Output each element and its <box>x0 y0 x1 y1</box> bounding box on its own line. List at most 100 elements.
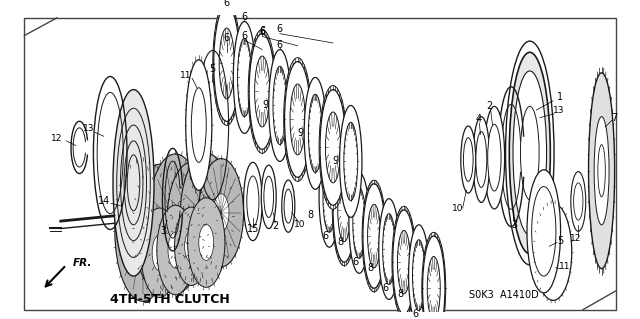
Ellipse shape <box>320 90 346 205</box>
Text: 3: 3 <box>160 226 166 236</box>
Ellipse shape <box>237 38 252 117</box>
Ellipse shape <box>393 210 415 314</box>
Ellipse shape <box>520 107 539 200</box>
Ellipse shape <box>247 176 259 227</box>
Ellipse shape <box>249 34 275 149</box>
Text: 6: 6 <box>224 33 230 43</box>
Text: 14: 14 <box>97 197 110 206</box>
Text: 9: 9 <box>333 156 339 167</box>
Ellipse shape <box>461 126 476 193</box>
Ellipse shape <box>319 146 340 247</box>
Text: 3: 3 <box>511 220 517 230</box>
Ellipse shape <box>363 184 385 288</box>
Text: 6: 6 <box>412 309 418 319</box>
Ellipse shape <box>150 205 169 250</box>
Text: 1: 1 <box>557 92 563 102</box>
Ellipse shape <box>269 49 291 161</box>
Ellipse shape <box>113 90 154 276</box>
Ellipse shape <box>484 107 504 209</box>
Text: S0K3  A1410D: S0K3 A1410D <box>469 290 539 300</box>
Text: 11: 11 <box>559 262 570 271</box>
Ellipse shape <box>282 180 295 232</box>
Text: 4: 4 <box>476 115 481 124</box>
Text: 9: 9 <box>298 129 303 138</box>
Ellipse shape <box>213 194 229 232</box>
Ellipse shape <box>261 165 276 228</box>
Ellipse shape <box>212 2 241 125</box>
Text: 10: 10 <box>294 220 305 229</box>
Ellipse shape <box>152 235 167 271</box>
Ellipse shape <box>273 66 287 145</box>
Ellipse shape <box>219 28 234 99</box>
Ellipse shape <box>532 187 556 276</box>
Ellipse shape <box>598 145 605 197</box>
Text: 6: 6 <box>259 27 265 37</box>
Ellipse shape <box>367 204 381 268</box>
Text: 6: 6 <box>277 24 283 34</box>
Ellipse shape <box>589 73 614 269</box>
Ellipse shape <box>422 236 445 319</box>
Text: 8: 8 <box>308 211 314 220</box>
Ellipse shape <box>285 62 310 177</box>
Ellipse shape <box>594 117 609 225</box>
Ellipse shape <box>290 84 305 155</box>
Ellipse shape <box>167 162 216 278</box>
Text: 6: 6 <box>353 257 358 267</box>
Ellipse shape <box>180 153 232 280</box>
Text: 8: 8 <box>367 263 373 273</box>
Ellipse shape <box>214 6 240 121</box>
Ellipse shape <box>199 225 214 260</box>
Ellipse shape <box>147 154 204 294</box>
Text: 9: 9 <box>262 100 268 110</box>
Ellipse shape <box>383 214 396 285</box>
Ellipse shape <box>304 78 326 189</box>
Text: 12: 12 <box>570 234 581 243</box>
Ellipse shape <box>175 207 208 286</box>
Ellipse shape <box>509 52 550 254</box>
Ellipse shape <box>349 173 369 273</box>
Ellipse shape <box>488 124 501 191</box>
Ellipse shape <box>527 170 561 293</box>
Text: 10: 10 <box>452 204 464 213</box>
Ellipse shape <box>379 199 399 300</box>
Ellipse shape <box>248 30 276 153</box>
Text: 2: 2 <box>486 101 493 111</box>
Text: 6: 6 <box>323 231 329 241</box>
Ellipse shape <box>141 208 179 298</box>
Ellipse shape <box>134 164 186 291</box>
Text: 8: 8 <box>397 289 403 299</box>
Ellipse shape <box>340 106 362 217</box>
Ellipse shape <box>573 183 583 220</box>
Ellipse shape <box>353 188 365 258</box>
Ellipse shape <box>323 161 336 232</box>
Ellipse shape <box>184 231 198 262</box>
Text: FR.: FR. <box>73 258 92 268</box>
Ellipse shape <box>534 204 572 300</box>
Text: 13: 13 <box>553 106 564 115</box>
Ellipse shape <box>326 112 340 183</box>
Ellipse shape <box>428 256 440 319</box>
Ellipse shape <box>513 71 547 235</box>
Ellipse shape <box>199 159 244 267</box>
Ellipse shape <box>422 232 445 319</box>
Ellipse shape <box>332 154 356 266</box>
Text: 12: 12 <box>51 134 63 143</box>
Ellipse shape <box>115 161 171 301</box>
Ellipse shape <box>408 225 429 319</box>
Text: 6: 6 <box>259 26 265 36</box>
Text: 5: 5 <box>209 64 215 74</box>
Ellipse shape <box>308 94 323 173</box>
Ellipse shape <box>197 194 216 239</box>
Ellipse shape <box>333 158 355 262</box>
Ellipse shape <box>284 189 292 223</box>
Ellipse shape <box>186 60 212 190</box>
Ellipse shape <box>338 178 351 241</box>
Ellipse shape <box>183 200 200 241</box>
Ellipse shape <box>157 205 194 295</box>
Text: 11: 11 <box>180 71 191 80</box>
Ellipse shape <box>476 132 487 188</box>
Ellipse shape <box>133 207 152 256</box>
Ellipse shape <box>362 180 386 292</box>
Text: 6: 6 <box>224 0 230 8</box>
Ellipse shape <box>166 199 185 249</box>
